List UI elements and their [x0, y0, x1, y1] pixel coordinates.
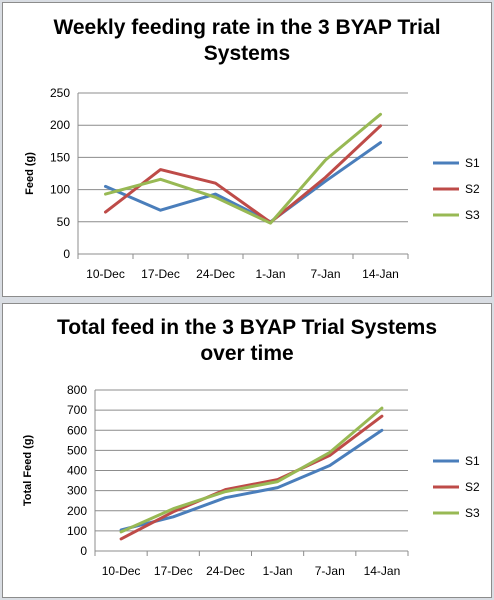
chart-title: Total feed in the 3 BYAP Trial Systems o…	[56, 316, 438, 365]
y-tick-label: 800	[67, 383, 87, 397]
x-tick-label: 7-Jan	[310, 267, 340, 281]
feeding-rate-chart: 0 50 100 150 200 250 10-Dec 17-Dec 24-Dec 1-Jan 7-…	[24, 86, 480, 281]
x-tick-label: 14-Jan	[362, 267, 399, 281]
x-tick-label: 7-Jan	[315, 564, 345, 578]
x-tick-label: 24-Dec	[196, 267, 235, 281]
series-line-s1	[119, 428, 384, 532]
x-tick-label: 17-Dec	[154, 564, 193, 578]
legend-label: S2	[465, 182, 480, 196]
y-axis-title: Total Feed (g)	[22, 435, 34, 507]
y-tick-label: 150	[50, 150, 70, 164]
series-line-s2	[119, 414, 384, 541]
y-tick-label: 200	[50, 118, 70, 132]
series-line-s3	[104, 112, 382, 225]
y-tick-label: 400	[67, 464, 87, 478]
y-axis-title: Feed (g)	[24, 152, 36, 195]
legend-label: S3	[465, 208, 480, 222]
total-feed-chart: 0 100 200 300 400 500 600 700 800 10-Dec 17-Dec 24-…	[22, 383, 480, 578]
y-tick-label: 0	[80, 544, 87, 558]
x-tick-label: 24-Dec	[206, 564, 245, 578]
legend-label: S2	[465, 480, 480, 494]
feeding-rate-chart-panel: Weekly feeding rate in the 3 BYAP Trial …	[2, 2, 492, 297]
x-tick-label: 10-Dec	[86, 267, 125, 281]
x-tick-label: 17-Dec	[141, 267, 180, 281]
x-tick-label: 14-Jan	[364, 564, 401, 578]
legend-label: S3	[465, 506, 480, 520]
series-line-s1	[104, 141, 382, 224]
y-tick-label: 0	[63, 247, 70, 261]
y-tick-label: 100	[50, 183, 70, 197]
total-feed-chart-panel: Total feed in the 3 BYAP Trial Systems o…	[2, 303, 492, 598]
chart-title: Weekly feeding rate in the 3 BYAP Trial …	[53, 16, 441, 65]
y-tick-label: 100	[67, 524, 87, 538]
legend-label: S1	[465, 454, 480, 468]
x-tick-label: 10-Dec	[102, 564, 141, 578]
series-line-s2	[104, 124, 382, 224]
x-tick-label: 1-Jan	[263, 564, 293, 578]
y-tick-label: 200	[67, 504, 87, 518]
y-tick-label: 600	[67, 423, 87, 437]
y-tick-label: 50	[57, 215, 71, 229]
y-tick-label: 500	[67, 443, 87, 457]
y-tick-label: 300	[67, 484, 87, 498]
y-tick-label: 700	[67, 403, 87, 417]
y-tick-label: 250	[50, 86, 70, 100]
x-tick-label: 1-Jan	[255, 267, 285, 281]
series-line-s3	[119, 406, 384, 534]
legend-label: S1	[465, 156, 480, 170]
